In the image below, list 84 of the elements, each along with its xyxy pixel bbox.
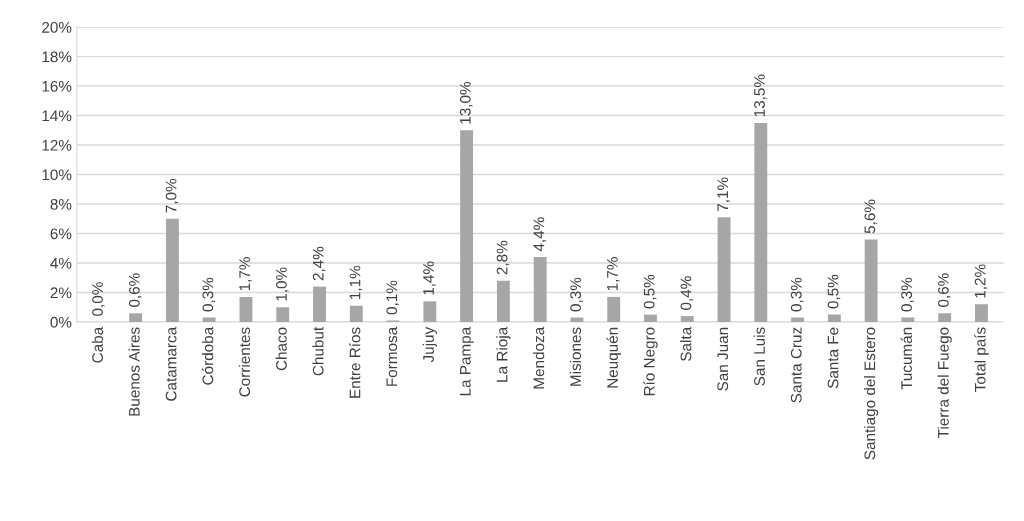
x-tick-label: Chubut bbox=[312, 326, 324, 376]
data-label: 13,0% bbox=[459, 81, 473, 124]
x-tick-label: Buenos Aires bbox=[128, 327, 140, 416]
data-label: 0,5% bbox=[827, 274, 841, 309]
bar bbox=[827, 314, 841, 322]
x-tick-label: San Juan bbox=[717, 327, 729, 391]
bar bbox=[754, 122, 768, 322]
data-label: 1,2% bbox=[974, 264, 988, 298]
bar bbox=[349, 305, 363, 322]
data-label: 0,3% bbox=[790, 277, 804, 312]
data-label: 0,4% bbox=[680, 276, 694, 310]
x-tick-label: Neuquén bbox=[606, 327, 621, 388]
data-label: 7,1% bbox=[717, 177, 730, 211]
x-tick-label: Santiago del Estero bbox=[864, 327, 879, 460]
x-tick-label: Total país bbox=[974, 327, 989, 392]
x-tick-label: Mendoza bbox=[533, 326, 545, 389]
x-tick-label: Chaco bbox=[275, 327, 287, 371]
x-tick-label: Tucumán bbox=[900, 327, 913, 390]
bar bbox=[975, 304, 988, 322]
bar bbox=[165, 218, 179, 322]
bar bbox=[129, 313, 143, 322]
x-tick-label: Misiones bbox=[569, 327, 582, 386]
bar bbox=[938, 313, 952, 322]
y-tick-label: 2% bbox=[50, 287, 72, 299]
x-tick-label: Santa Cruz bbox=[790, 327, 802, 403]
y-tick-label: 6% bbox=[50, 228, 72, 240]
y-tick-label: 18% bbox=[42, 51, 72, 63]
x-tick-label: Entre Ríos bbox=[348, 327, 361, 398]
data-label: 13,5% bbox=[754, 74, 767, 117]
x-tick-label: La Pampa bbox=[460, 326, 474, 396]
data-label: 0,3% bbox=[570, 277, 583, 312]
bar bbox=[239, 296, 253, 322]
bar bbox=[901, 317, 915, 322]
x-tick-label: Salta bbox=[680, 326, 692, 361]
y-tick-label: 16% bbox=[42, 80, 72, 92]
bar bbox=[202, 317, 216, 322]
data-label: 2,4% bbox=[312, 246, 326, 281]
bar bbox=[496, 280, 510, 322]
bar bbox=[313, 286, 326, 322]
y-tick-label: 20% bbox=[42, 21, 72, 33]
data-label: 2,8% bbox=[496, 240, 510, 275]
data-label: 1,7% bbox=[607, 257, 620, 291]
bar bbox=[791, 317, 805, 322]
bar bbox=[607, 296, 621, 322]
x-tick-label: Santa Fe bbox=[827, 327, 839, 389]
y-tick-label: 8% bbox=[50, 198, 72, 210]
bar bbox=[533, 257, 547, 322]
data-label: 1,7% bbox=[239, 257, 252, 291]
x-tick-label: Formosa bbox=[386, 326, 398, 386]
x-tick-label: Caba bbox=[91, 326, 103, 363]
data-label: 1,1% bbox=[349, 265, 363, 300]
bar bbox=[460, 130, 474, 322]
bar bbox=[276, 307, 290, 322]
x-tick-label: Jujuy bbox=[422, 326, 437, 363]
bar bbox=[644, 314, 657, 322]
x-tick-label: Río Negro bbox=[643, 327, 658, 396]
data-label: 1,0% bbox=[276, 267, 289, 301]
bar bbox=[423, 301, 437, 322]
data-label: 5,6% bbox=[864, 199, 878, 234]
bar bbox=[570, 317, 584, 322]
y-tick-label: 14% bbox=[42, 110, 72, 122]
data-label: 7,0% bbox=[165, 178, 179, 213]
bar bbox=[680, 316, 694, 322]
x-tick-label: San Luis bbox=[753, 327, 765, 386]
bar bbox=[717, 217, 731, 322]
y-tick-label: 12% bbox=[42, 139, 72, 151]
data-label: 0,0% bbox=[92, 282, 105, 316]
x-tick-label: Tierra del Fuego bbox=[937, 327, 952, 438]
data-label: 1,4% bbox=[423, 261, 436, 295]
y-tick-label: 0% bbox=[50, 316, 72, 328]
x-tick-label: Corrientes bbox=[238, 327, 251, 397]
data-label: 4,4% bbox=[533, 217, 547, 252]
x-tick-label: Catamarca bbox=[165, 326, 177, 401]
x-tick-label: La Rioja bbox=[496, 326, 511, 382]
data-label: 0,1% bbox=[386, 280, 399, 315]
bar bbox=[864, 239, 878, 322]
data-label: 0,3% bbox=[202, 277, 216, 312]
data-label: 0,6% bbox=[937, 273, 951, 307]
data-label: 0,6% bbox=[128, 273, 142, 307]
data-label: 0,5% bbox=[643, 274, 657, 309]
data-label: 0,3% bbox=[901, 277, 914, 312]
y-tick-label: 10% bbox=[42, 169, 72, 181]
x-tick-label: Córdoba bbox=[201, 326, 214, 385]
y-tick-label: 4% bbox=[50, 257, 72, 269]
